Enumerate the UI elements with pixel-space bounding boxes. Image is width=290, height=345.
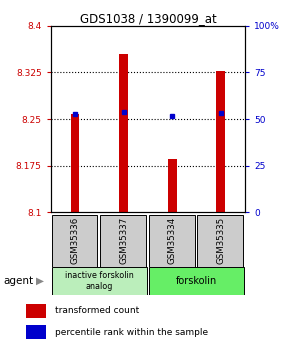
- Text: GSM35335: GSM35335: [216, 217, 225, 264]
- Bar: [216, 71, 225, 212]
- FancyBboxPatch shape: [100, 215, 146, 267]
- Text: percentile rank within the sample: percentile rank within the sample: [55, 328, 208, 337]
- Text: GSM35334: GSM35334: [168, 217, 177, 264]
- Bar: [119, 54, 128, 212]
- Text: GSM35337: GSM35337: [119, 217, 128, 264]
- FancyBboxPatch shape: [197, 215, 243, 267]
- Title: GDS1038 / 1390099_at: GDS1038 / 1390099_at: [79, 12, 216, 25]
- Text: inactive forskolin
analog: inactive forskolin analog: [65, 272, 134, 291]
- Text: transformed count: transformed count: [55, 306, 139, 315]
- Text: forskolin: forskolin: [176, 276, 217, 286]
- FancyBboxPatch shape: [149, 267, 244, 295]
- Bar: [71, 114, 79, 212]
- FancyBboxPatch shape: [149, 215, 195, 267]
- FancyBboxPatch shape: [52, 215, 97, 267]
- Bar: [26, 304, 46, 318]
- Bar: [168, 159, 177, 212]
- Text: GSM35336: GSM35336: [70, 217, 79, 264]
- Bar: [26, 325, 46, 339]
- Text: agent: agent: [3, 276, 33, 286]
- FancyBboxPatch shape: [52, 267, 147, 295]
- Text: ▶: ▶: [36, 276, 44, 286]
